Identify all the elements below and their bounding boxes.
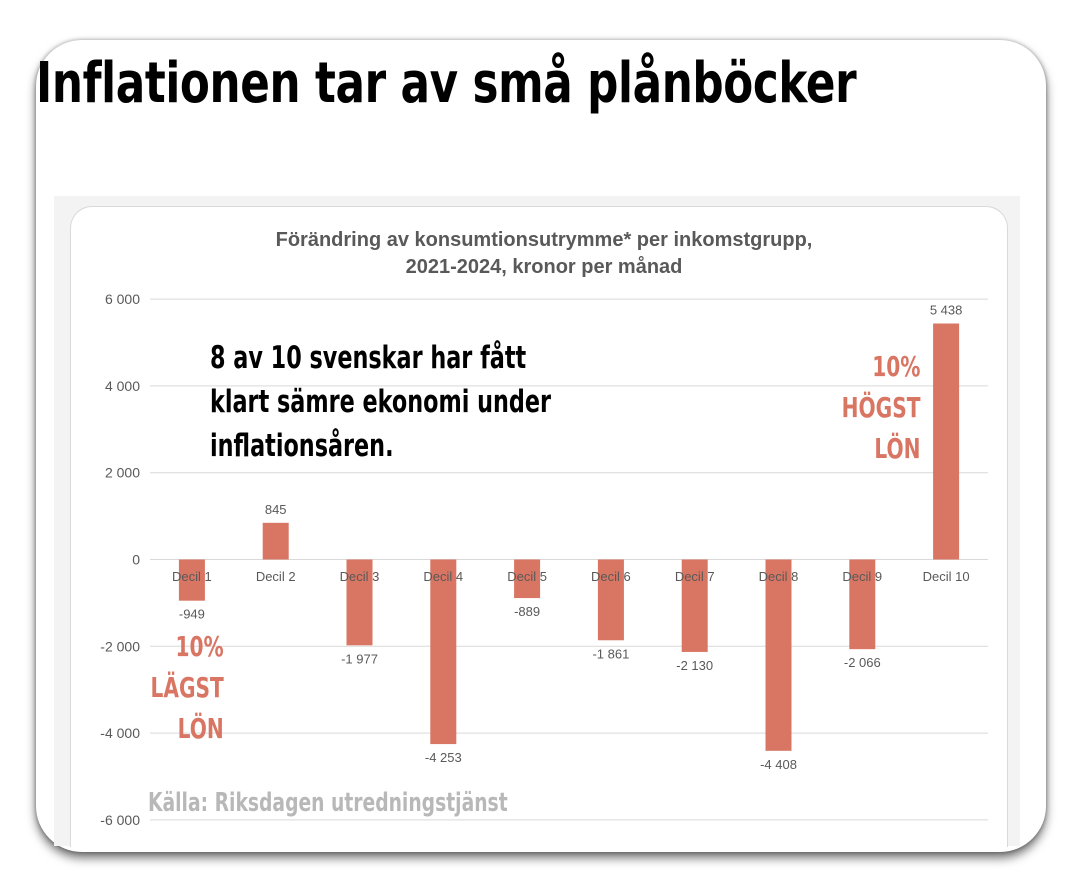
bar bbox=[430, 559, 457, 745]
x-tick-label: Decil 8 bbox=[759, 569, 799, 584]
lowest-income-label-line: 10% bbox=[175, 630, 224, 663]
chart-title: Förändring av konsumtionsutrymme* per in… bbox=[276, 229, 813, 251]
main-annotation-line: inflationsåren. bbox=[210, 428, 394, 464]
x-tick-label: Decil 7 bbox=[675, 569, 715, 584]
bars bbox=[178, 323, 960, 751]
bar bbox=[262, 522, 289, 560]
main-annotation-line: klart sämre ekonomi under bbox=[210, 384, 552, 420]
bar bbox=[178, 559, 205, 601]
x-tick-label: Decil 5 bbox=[507, 569, 547, 584]
data-label: -2 066 bbox=[844, 655, 881, 670]
y-tick-label: -4 000 bbox=[100, 725, 140, 741]
data-label: 5 438 bbox=[930, 302, 963, 317]
labels: 6 000 4 000 2 000 0 -2 000 -4 000 -6 000 Decil … bbox=[100, 291, 969, 828]
y-tick-label: -6 000 bbox=[100, 812, 140, 828]
bar bbox=[933, 323, 960, 560]
bar bbox=[765, 559, 792, 751]
headline: Inflationen tar av små plånböcker bbox=[36, 51, 857, 116]
lowest-income-label-line: LÄGST bbox=[150, 671, 224, 704]
y-tick-label: 6 000 bbox=[105, 291, 140, 307]
y-tick-label: 0 bbox=[132, 552, 140, 568]
gridlines bbox=[150, 298, 988, 821]
lowest-income-label: 10% LÄGST LÖN bbox=[151, 626, 224, 749]
x-tick-label: Decil 1 bbox=[172, 569, 212, 584]
highest-income-label-line: HÖGST bbox=[841, 391, 920, 424]
chart-subtitle: 2021-2024, kronor per månad bbox=[406, 255, 683, 278]
lowest-income-label-line: LÖN bbox=[177, 712, 224, 745]
y-tick-label: 2 000 bbox=[105, 465, 140, 481]
x-tick-label: Decil 2 bbox=[256, 569, 296, 584]
data-label: -4 253 bbox=[425, 750, 462, 765]
x-tick-label: Decil 3 bbox=[340, 569, 380, 584]
highest-income-label-line: LÖN bbox=[873, 432, 920, 465]
main-annotation: 8 av 10 svenskar har fått klart sämre ek… bbox=[210, 336, 551, 468]
chart-frame bbox=[70, 206, 1008, 847]
data-label: -949 bbox=[179, 607, 205, 622]
highest-income-label-line: 10% bbox=[871, 350, 920, 383]
data-label: -889 bbox=[514, 604, 540, 619]
x-tick-label: Decil 4 bbox=[423, 569, 463, 584]
data-label: -2 130 bbox=[676, 658, 713, 673]
source-note: Källa: Riksdagen utredningstjänst bbox=[148, 788, 508, 818]
highest-income-label: 10% HÖGST LÖN bbox=[841, 346, 920, 469]
data-label: -4 408 bbox=[760, 757, 797, 772]
data-label: -1 861 bbox=[592, 646, 629, 661]
x-tick-label: Decil 9 bbox=[842, 569, 882, 584]
data-label: 845 bbox=[265, 502, 287, 517]
bar bbox=[346, 559, 373, 646]
x-tick-label: Decil 6 bbox=[591, 569, 631, 584]
x-tick-label: Decil 10 bbox=[923, 569, 970, 584]
y-tick-label: -2 000 bbox=[100, 638, 140, 654]
bar bbox=[681, 559, 708, 652]
y-tick-label: 4 000 bbox=[105, 378, 140, 394]
bar bbox=[849, 559, 876, 650]
data-label: -1 977 bbox=[341, 651, 378, 666]
bar bbox=[514, 559, 541, 599]
bar bbox=[597, 559, 624, 641]
main-annotation-line: 8 av 10 svenskar har fått bbox=[210, 340, 527, 376]
